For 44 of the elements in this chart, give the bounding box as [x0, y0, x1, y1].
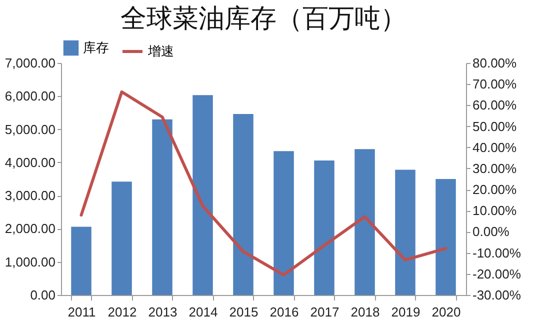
y2-tick-label: 40.00%: [472, 140, 518, 155]
y2-tick-label: 10.00%: [472, 203, 518, 218]
bar: [395, 170, 416, 295]
y-tick-label: 4,000.00: [4, 154, 56, 170]
bar: [354, 149, 375, 295]
bar: [112, 182, 132, 295]
y2-tick-label: 0.00%: [472, 224, 510, 240]
bar: [436, 179, 456, 295]
x-tick-label: 2018: [350, 304, 380, 320]
x-tick-label: 2020: [432, 304, 461, 320]
x-tick-label: 2017: [310, 304, 340, 320]
y-tick-label: 2,000.00: [4, 221, 56, 236]
y2-tick-label: 20.00%: [472, 182, 518, 198]
legend-label: 库存: [83, 40, 109, 55]
bar: [233, 114, 254, 295]
bar: [314, 160, 334, 295]
y2-tick-label: 30.00%: [472, 160, 518, 176]
x-tick-label: 2012: [108, 304, 137, 320]
y-tick-label: 7,000.00: [4, 56, 56, 70]
y-tick-label: 1,000.00: [4, 254, 56, 270]
y2-tick-label: 50.00%: [472, 118, 518, 134]
y2-tick-label: 60.00%: [472, 98, 518, 113]
y-tick-label: 3,000.00: [4, 188, 56, 204]
y-tick-label: 0.00: [30, 288, 56, 302]
bar: [274, 151, 294, 295]
bar: [192, 95, 213, 295]
y-tick-label: 6,000.00: [4, 88, 56, 104]
bar: [71, 226, 92, 295]
x-tick-label: 2014: [188, 304, 218, 320]
x-tick-label: 2013: [148, 304, 178, 320]
line-series: [80, 90, 448, 276]
x-tick-label: 2019: [391, 304, 420, 320]
x-tick-label: 2015: [229, 304, 258, 320]
legend-label: 增速: [147, 44, 174, 58]
y2-tick-label: -30.00%: [472, 288, 522, 302]
bar: [152, 119, 172, 295]
y2-tick-label: 80.00%: [472, 56, 518, 70]
x-tick-label: 2016: [270, 304, 299, 320]
x-tick-label: 2011: [68, 304, 96, 320]
y2-tick-label: -10.00%: [472, 245, 522, 260]
y-tick-label: 5,000.00: [4, 122, 56, 137]
chart-title: 全球菜油库存（百万吨）: [120, 3, 406, 33]
y2-tick-label: 70.00%: [472, 76, 518, 92]
y2-tick-label: -20.00%: [472, 266, 522, 282]
